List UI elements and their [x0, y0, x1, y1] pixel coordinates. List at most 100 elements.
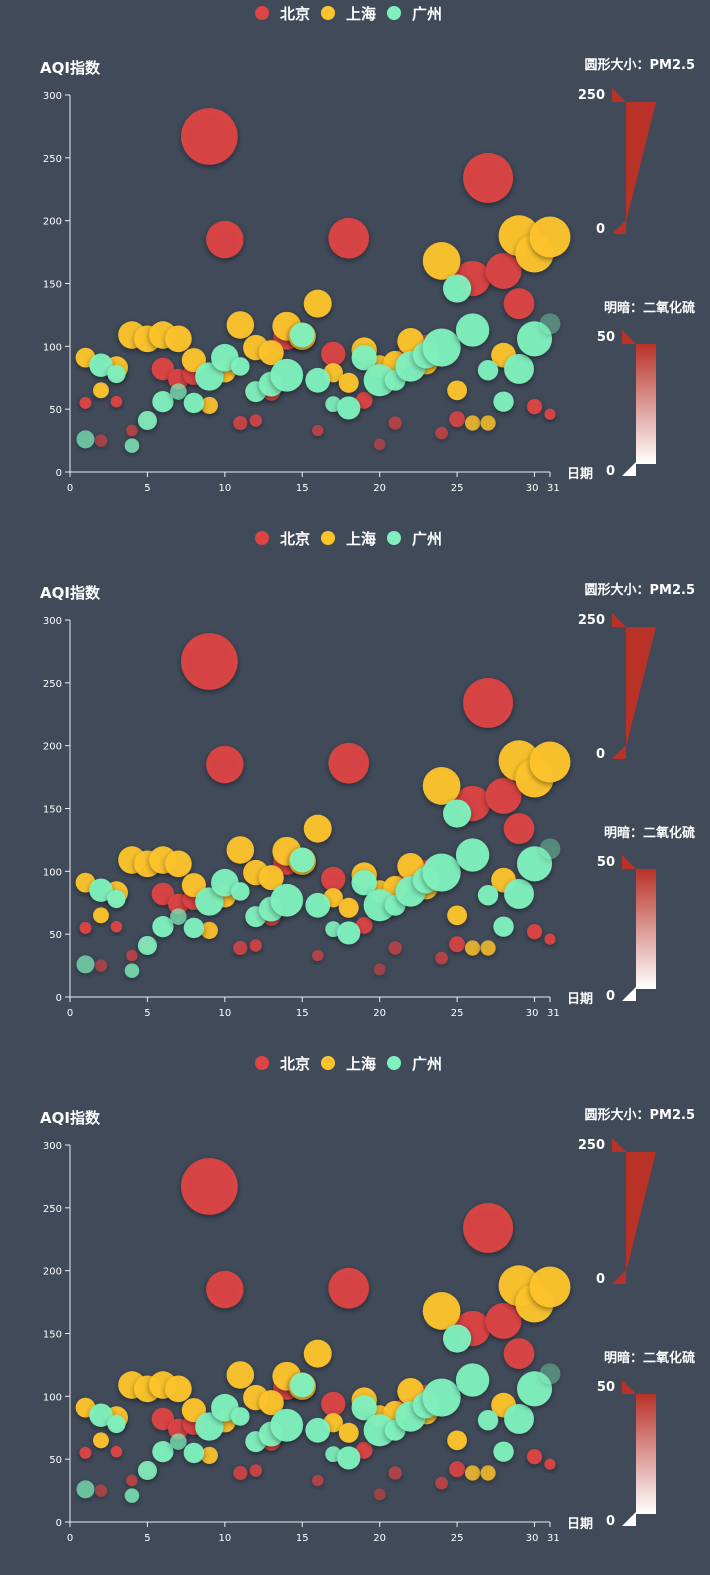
data-point[interactable] [422, 1292, 461, 1330]
data-point[interactable] [493, 916, 514, 937]
data-point[interactable] [258, 340, 284, 366]
data-point[interactable] [93, 1432, 109, 1449]
data-point[interactable] [328, 217, 370, 259]
data-point[interactable] [526, 399, 543, 415]
data-point[interactable] [480, 415, 496, 431]
data-point[interactable] [181, 1158, 238, 1215]
data-point[interactable] [464, 940, 481, 956]
data-point[interactable] [183, 1442, 205, 1464]
data-point[interactable] [373, 438, 386, 451]
data-point[interactable] [337, 396, 361, 420]
opacity-handle-bottom[interactable] [622, 987, 636, 1001]
data-point[interactable] [79, 396, 92, 409]
data-point[interactable] [338, 372, 359, 393]
data-point[interactable] [388, 941, 402, 955]
data-point[interactable] [151, 357, 175, 381]
data-point[interactable] [529, 741, 571, 783]
data-point[interactable] [89, 878, 113, 902]
data-point[interactable] [126, 424, 138, 437]
data-point[interactable] [447, 1430, 467, 1451]
size-handle-bottom[interactable] [612, 1270, 626, 1284]
data-point[interactable] [337, 1446, 361, 1470]
data-point[interactable] [463, 1202, 514, 1253]
data-point[interactable] [435, 951, 448, 965]
data-point[interactable] [447, 905, 467, 926]
data-point[interactable] [529, 216, 571, 258]
data-point[interactable] [107, 364, 126, 384]
data-point[interactable] [124, 438, 140, 453]
data-point[interactable] [231, 1407, 250, 1426]
data-point[interactable] [183, 917, 205, 939]
data-point[interactable] [165, 325, 192, 353]
data-point[interactable] [435, 1476, 448, 1490]
data-point[interactable] [76, 1480, 95, 1499]
data-point[interactable] [443, 274, 472, 303]
size-handle-bottom[interactable] [612, 745, 626, 759]
opacity-handle-top[interactable] [622, 330, 636, 344]
data-point[interactable] [206, 745, 244, 784]
data-point[interactable] [289, 322, 315, 348]
data-point[interactable] [529, 1266, 571, 1308]
data-point[interactable] [449, 936, 466, 953]
data-point[interactable] [388, 1466, 402, 1480]
data-point[interactable] [303, 289, 332, 318]
data-point[interactable] [152, 391, 174, 413]
opacity-handle-bottom[interactable] [622, 1512, 636, 1526]
data-point[interactable] [455, 313, 490, 347]
data-point[interactable] [338, 1422, 359, 1443]
data-point[interactable] [226, 311, 255, 339]
size-handle-top[interactable] [612, 1138, 626, 1152]
data-point[interactable] [181, 633, 238, 690]
data-point[interactable] [544, 408, 556, 420]
data-point[interactable] [89, 353, 113, 377]
data-point[interactable] [463, 677, 514, 728]
data-point[interactable] [183, 392, 205, 414]
legend-marker[interactable] [321, 6, 335, 20]
opacity-handle-bottom[interactable] [622, 462, 636, 476]
data-point[interactable] [447, 380, 467, 401]
data-point[interactable] [539, 313, 561, 335]
data-point[interactable] [305, 892, 331, 918]
data-point[interactable] [107, 1414, 126, 1434]
legend-item-0[interactable]: 北京 [255, 5, 310, 23]
data-point[interactable] [464, 1465, 481, 1481]
data-point[interactable] [151, 882, 175, 906]
data-point[interactable] [443, 799, 472, 828]
data-point[interactable] [503, 288, 535, 319]
data-point[interactable] [544, 1458, 556, 1470]
data-point[interactable] [504, 1404, 534, 1434]
data-point[interactable] [289, 847, 315, 873]
data-point[interactable] [110, 920, 123, 933]
data-point[interactable] [303, 814, 332, 843]
data-point[interactable] [231, 357, 250, 376]
data-point[interactable] [321, 1391, 346, 1417]
legend-marker[interactable] [255, 531, 269, 545]
legend-item-0[interactable]: 北京 [255, 530, 310, 548]
data-point[interactable] [363, 364, 396, 397]
data-point[interactable] [526, 924, 543, 940]
legend-item-1[interactable]: 上海 [321, 530, 376, 548]
data-point[interactable] [170, 383, 187, 400]
data-point[interactable] [503, 813, 535, 844]
data-point[interactable] [79, 921, 92, 934]
legend-marker[interactable] [387, 531, 401, 545]
data-point[interactable] [124, 963, 140, 978]
data-point[interactable] [270, 358, 304, 392]
data-point[interactable] [337, 921, 361, 945]
data-point[interactable] [503, 1338, 535, 1369]
data-point[interactable] [303, 1339, 332, 1368]
data-point[interactable] [351, 869, 377, 896]
data-point[interactable] [181, 108, 238, 165]
data-point[interactable] [321, 866, 346, 892]
data-point[interactable] [107, 889, 126, 909]
data-point[interactable] [480, 940, 496, 956]
data-point[interactable] [270, 883, 304, 917]
size-handle-top[interactable] [612, 613, 626, 627]
data-point[interactable] [94, 434, 108, 447]
data-point[interactable] [493, 391, 514, 412]
data-point[interactable] [544, 933, 556, 945]
data-point[interactable] [373, 1488, 386, 1501]
data-point[interactable] [312, 424, 324, 437]
data-point[interactable] [504, 354, 534, 384]
opacity-handle-top[interactable] [622, 1380, 636, 1394]
